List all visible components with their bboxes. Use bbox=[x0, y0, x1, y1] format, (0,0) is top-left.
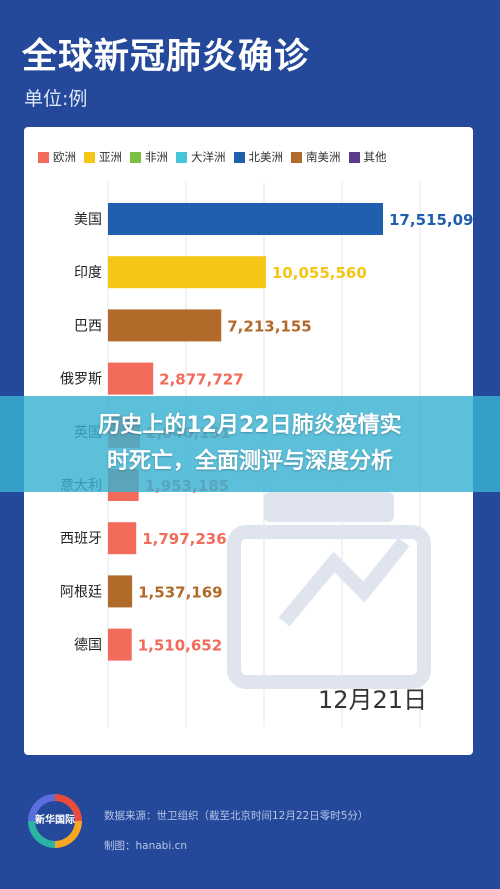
category-label: 巴西 bbox=[74, 318, 102, 334]
logo-text: 新华国际 bbox=[35, 801, 75, 841]
bar bbox=[108, 256, 266, 289]
category-label: 印度 bbox=[74, 265, 102, 281]
bar bbox=[108, 628, 132, 661]
legend-item: 其他 bbox=[348, 149, 387, 165]
legend-swatch bbox=[38, 151, 49, 163]
category-label: 俄罗斯 bbox=[60, 372, 102, 388]
value-label: 1,797,236 bbox=[142, 530, 226, 548]
bar bbox=[108, 203, 383, 235]
legend-label: 南美洲 bbox=[306, 150, 341, 164]
data-source: 数据来源：世卫组织（截至北京时间12月22日零时5分） bbox=[104, 810, 369, 822]
legend-label: 亚洲 bbox=[99, 150, 122, 164]
legend-item: 大洋洲 bbox=[176, 149, 226, 165]
legend-swatch bbox=[84, 151, 95, 163]
date-label: 12月21日 bbox=[318, 686, 428, 714]
watermark-graphic bbox=[227, 492, 431, 689]
legend-label: 欧洲 bbox=[53, 150, 76, 164]
category-label: 阿根廷 bbox=[60, 584, 102, 600]
legend-swatch bbox=[130, 151, 141, 163]
legend-label: 非洲 bbox=[145, 150, 168, 164]
bar bbox=[108, 362, 154, 395]
bar bbox=[108, 575, 133, 608]
headline-line-1: 历史上的12月22日肺炎疫情实 bbox=[98, 413, 402, 438]
legend-item: 欧洲 bbox=[38, 149, 76, 165]
website-credit: 制图：hanabi.cn bbox=[104, 840, 188, 852]
legend-swatch bbox=[348, 151, 360, 163]
category-label: 美国 bbox=[74, 212, 102, 228]
category-label: 德国 bbox=[74, 638, 102, 654]
legend-swatch bbox=[176, 151, 187, 163]
value-label: 1,537,169 bbox=[138, 583, 222, 601]
value-label: 2,877,727 bbox=[159, 371, 243, 389]
bar bbox=[108, 522, 137, 555]
legend-label: 其他 bbox=[363, 150, 387, 164]
chart-legend: 欧洲 亚洲 非洲 大洋洲 北美洲 南美洲 其他 bbox=[38, 149, 387, 165]
headline-line-2: 时死亡，全面测评与深度分析 bbox=[106, 449, 393, 474]
legend-label: 北美洲 bbox=[248, 150, 284, 164]
value-label: 1,510,652 bbox=[138, 637, 222, 655]
unit-label: 单位:例 bbox=[24, 88, 88, 110]
legend-swatch bbox=[291, 151, 302, 163]
value-label: 17,515,091 bbox=[389, 211, 473, 229]
legend-swatch bbox=[233, 151, 245, 163]
legend-item: 亚洲 bbox=[84, 149, 122, 165]
category-label: 西班牙 bbox=[60, 531, 102, 547]
value-label: 7,213,155 bbox=[227, 317, 311, 335]
legend-item: 非洲 bbox=[130, 149, 168, 165]
legend-item: 南美洲 bbox=[291, 149, 341, 165]
legend-item: 北美洲 bbox=[233, 149, 284, 165]
legend-label: 大洋洲 bbox=[191, 150, 226, 164]
page-title: 全球新冠肺炎确诊 bbox=[22, 37, 311, 77]
value-label: 10,055,560 bbox=[272, 264, 367, 282]
headline-banner: 历史上的12月22日肺炎疫情实 时死亡，全面测评与深度分析 bbox=[0, 396, 500, 492]
xinhua-logo: 新华国际 bbox=[28, 794, 82, 848]
bar bbox=[108, 309, 222, 342]
